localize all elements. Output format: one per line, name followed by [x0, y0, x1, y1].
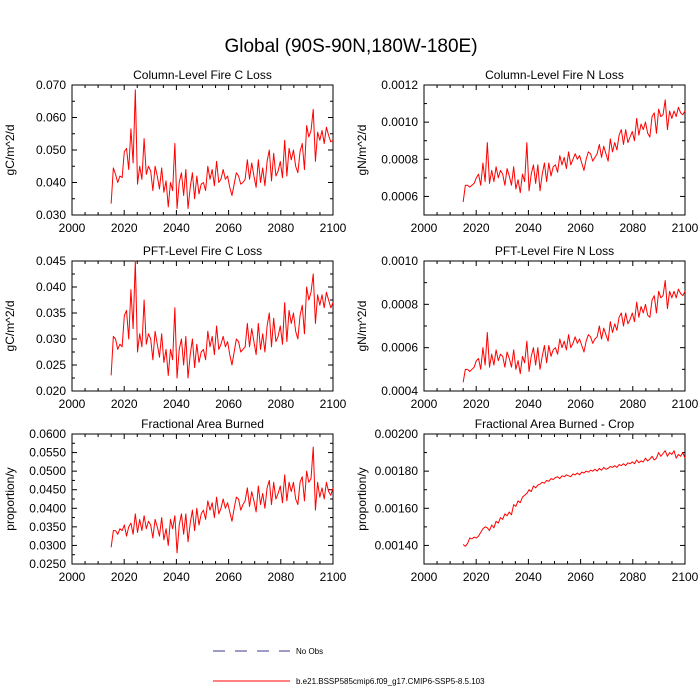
y-tick-label: 0.0400	[29, 501, 66, 515]
y-tick-label: 0.035	[36, 306, 66, 320]
y-axis-label: proportion/y	[3, 467, 17, 530]
chart-col-fire-c: Column-Level Fire C Loss 2000 2020 2040 2060…	[3, 68, 347, 235]
y-tick-label: 0.045	[36, 254, 66, 268]
y-tick-label: 0.00160	[375, 501, 419, 515]
x-tick-label: 2060	[215, 221, 242, 235]
chart-title: PFT-Level Fire N Loss	[495, 244, 614, 258]
y-tick-label: 0.0008	[381, 152, 418, 166]
x-tick-label: 2060	[567, 397, 594, 411]
x-tick-label: 2000	[411, 570, 438, 584]
y-tick-label: 0.025	[36, 358, 66, 372]
y-tick-label: 0.0004	[381, 384, 418, 398]
x-tick-label: 2000	[59, 221, 86, 235]
x-tick-label: 2020	[463, 570, 490, 584]
x-tick-label: 2060	[567, 570, 594, 584]
x-tick-label: 2100	[320, 221, 347, 235]
y-tick-label: 0.040	[36, 280, 66, 294]
x-tick-label: 2000	[411, 397, 438, 411]
x-tick-label: 2100	[672, 570, 699, 584]
y-tick-label: 0.0008	[381, 297, 418, 311]
y-tick-label: 0.00140	[375, 538, 419, 552]
y-tick-label: 0.020	[36, 384, 66, 398]
x-tick-label: 2020	[111, 570, 138, 584]
y-tick-label: 0.0300	[29, 538, 66, 552]
series-line	[110, 260, 334, 379]
figure-title: Global (90S-90N,180W-180E)	[224, 36, 477, 57]
y-axis-label: gN/m^2/d	[355, 301, 369, 352]
y-tick-label: 0.0012	[381, 78, 418, 92]
y-tick-label: 0.0006	[381, 189, 418, 203]
x-tick-label: 2040	[163, 397, 190, 411]
y-tick-label: 0.0010	[381, 115, 418, 129]
x-tick-label: 2060	[567, 221, 594, 235]
chart-pft-fire-c: PFT-Level Fire C Loss 2000 2020 2040 2060 208…	[3, 244, 347, 411]
legend-obs-label: No Obs	[296, 647, 323, 656]
y-tick-label: 0.0006	[381, 341, 418, 355]
series-line	[462, 99, 686, 203]
y-tick-label: 0.0450	[29, 483, 66, 497]
legend: No Obs b.e21.BSSP585cmip6.f09_g17.CMIP6-…	[213, 647, 485, 686]
x-tick-label: 2100	[672, 221, 699, 235]
x-tick-label: 2080	[619, 570, 646, 584]
chart-pft-fire-n: PFT-Level Fire N Loss 2000 2020 2040 2060 208…	[355, 244, 699, 411]
series-line	[110, 446, 334, 554]
chart-title: Fractional Area Burned	[141, 417, 264, 431]
x-tick-label: 2100	[672, 397, 699, 411]
panels: Column-Level Fire C Loss 2000 2020 2040 2060…	[3, 68, 699, 584]
x-tick-label: 2040	[515, 397, 542, 411]
x-tick-label: 2040	[515, 570, 542, 584]
series-line	[462, 450, 686, 547]
y-axis-label: gN/m^2/d	[355, 125, 369, 176]
chart-title: Column-Level Fire N Loss	[485, 68, 624, 82]
x-tick-label: 2080	[619, 221, 646, 235]
chart-frac-area-burned: Fractional Area Burned 2000 2020 2040 2060 20…	[3, 417, 347, 584]
plot-frame	[423, 84, 686, 216]
y-axis-label: gC/m^2/d	[3, 125, 17, 176]
y-tick-label: 0.0010	[381, 254, 418, 268]
plot-frame	[423, 260, 686, 392]
chart-frac-area-burned-crop: Fractional Area Burned - Crop 2000 2020 204…	[355, 417, 699, 584]
y-tick-label: 0.0250	[29, 557, 66, 571]
y-tick-label: 0.030	[36, 208, 66, 222]
y-tick-label: 0.0550	[29, 446, 66, 460]
chart-col-fire-n: Column-Level Fire N Loss 2000 2020 2040 2060…	[355, 68, 699, 235]
x-tick-label: 2020	[463, 221, 490, 235]
x-tick-label: 2000	[411, 221, 438, 235]
y-tick-label: 0.00180	[375, 464, 419, 478]
y-tick-label: 0.060	[36, 111, 66, 125]
chart-title: Fractional Area Burned - Crop	[475, 417, 635, 431]
y-tick-label: 0.070	[36, 78, 66, 92]
x-tick-label: 2060	[215, 570, 242, 584]
x-tick-label: 2080	[267, 397, 294, 411]
x-tick-label: 2020	[111, 221, 138, 235]
series-line	[110, 89, 334, 209]
x-tick-label: 2040	[515, 221, 542, 235]
y-axis-label: proportion/y	[355, 467, 369, 530]
chart-title: Column-Level Fire C Loss	[133, 68, 272, 82]
x-tick-label: 2020	[111, 397, 138, 411]
x-tick-label: 2100	[320, 397, 347, 411]
x-tick-label: 2040	[163, 570, 190, 584]
x-tick-label: 2080	[267, 570, 294, 584]
y-tick-label: 0.030	[36, 332, 66, 346]
y-tick-label: 0.050	[36, 143, 66, 157]
series-line	[462, 280, 686, 383]
y-axis-label: gC/m^2/d	[3, 301, 17, 352]
y-tick-label: 0.040	[36, 176, 66, 190]
y-tick-label: 0.00200	[375, 427, 419, 441]
y-tick-label: 0.0600	[29, 427, 66, 441]
x-tick-label: 2080	[619, 397, 646, 411]
x-tick-label: 2080	[267, 221, 294, 235]
x-tick-label: 2060	[215, 397, 242, 411]
x-tick-label: 2000	[59, 570, 86, 584]
x-tick-label: 2040	[163, 221, 190, 235]
y-tick-label: 0.0500	[29, 464, 66, 478]
legend-model-label: b.e21.BSSP585cmip6.f09_g17.CMIP6-SSP5-8.…	[296, 677, 485, 686]
chart-title: PFT-Level Fire C Loss	[143, 244, 262, 258]
y-tick-label: 0.0350	[29, 520, 66, 534]
x-tick-label: 2020	[463, 397, 490, 411]
x-tick-label: 2000	[59, 397, 86, 411]
x-tick-label: 2100	[320, 570, 347, 584]
